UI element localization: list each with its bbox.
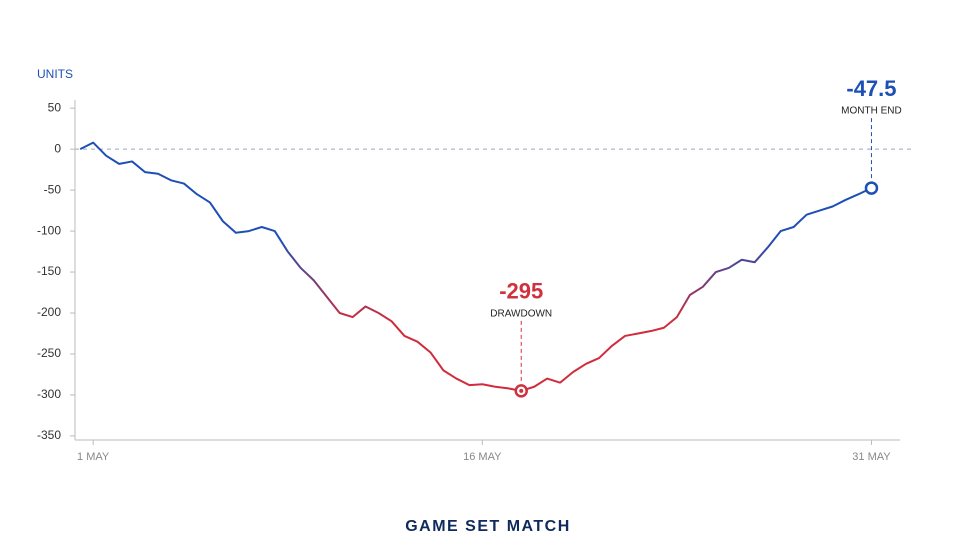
annotation-dot — [519, 388, 524, 393]
y-tick-label: 50 — [48, 100, 62, 114]
y-tick-label: -350 — [37, 428, 61, 442]
y-tick-label: -200 — [37, 305, 61, 319]
annotation-value: -47.5 — [846, 76, 896, 101]
annotation-text: MONTH END — [841, 106, 902, 117]
y-tick-label: -150 — [37, 264, 61, 278]
footer-title: GAME SET MATCH — [405, 518, 571, 535]
x-tick-label: 1 MAY — [77, 451, 110, 463]
x-tick-label: 31 MAY — [852, 451, 891, 463]
y-tick-label: -300 — [37, 387, 61, 401]
y-tick-label: -50 — [44, 182, 62, 196]
annotation-value: -295 — [499, 279, 543, 304]
annotation-text: DRAWDOWN — [490, 308, 552, 319]
line — [79, 141, 872, 392]
x-tick-label: 16 MAY — [463, 451, 502, 463]
y-tick-label: 0 — [54, 141, 61, 155]
y-axis-label: UNITS — [37, 67, 73, 81]
y-tick-label: -100 — [37, 223, 61, 237]
y-tick-label: -250 — [37, 346, 61, 360]
annotation-marker — [864, 181, 879, 195]
